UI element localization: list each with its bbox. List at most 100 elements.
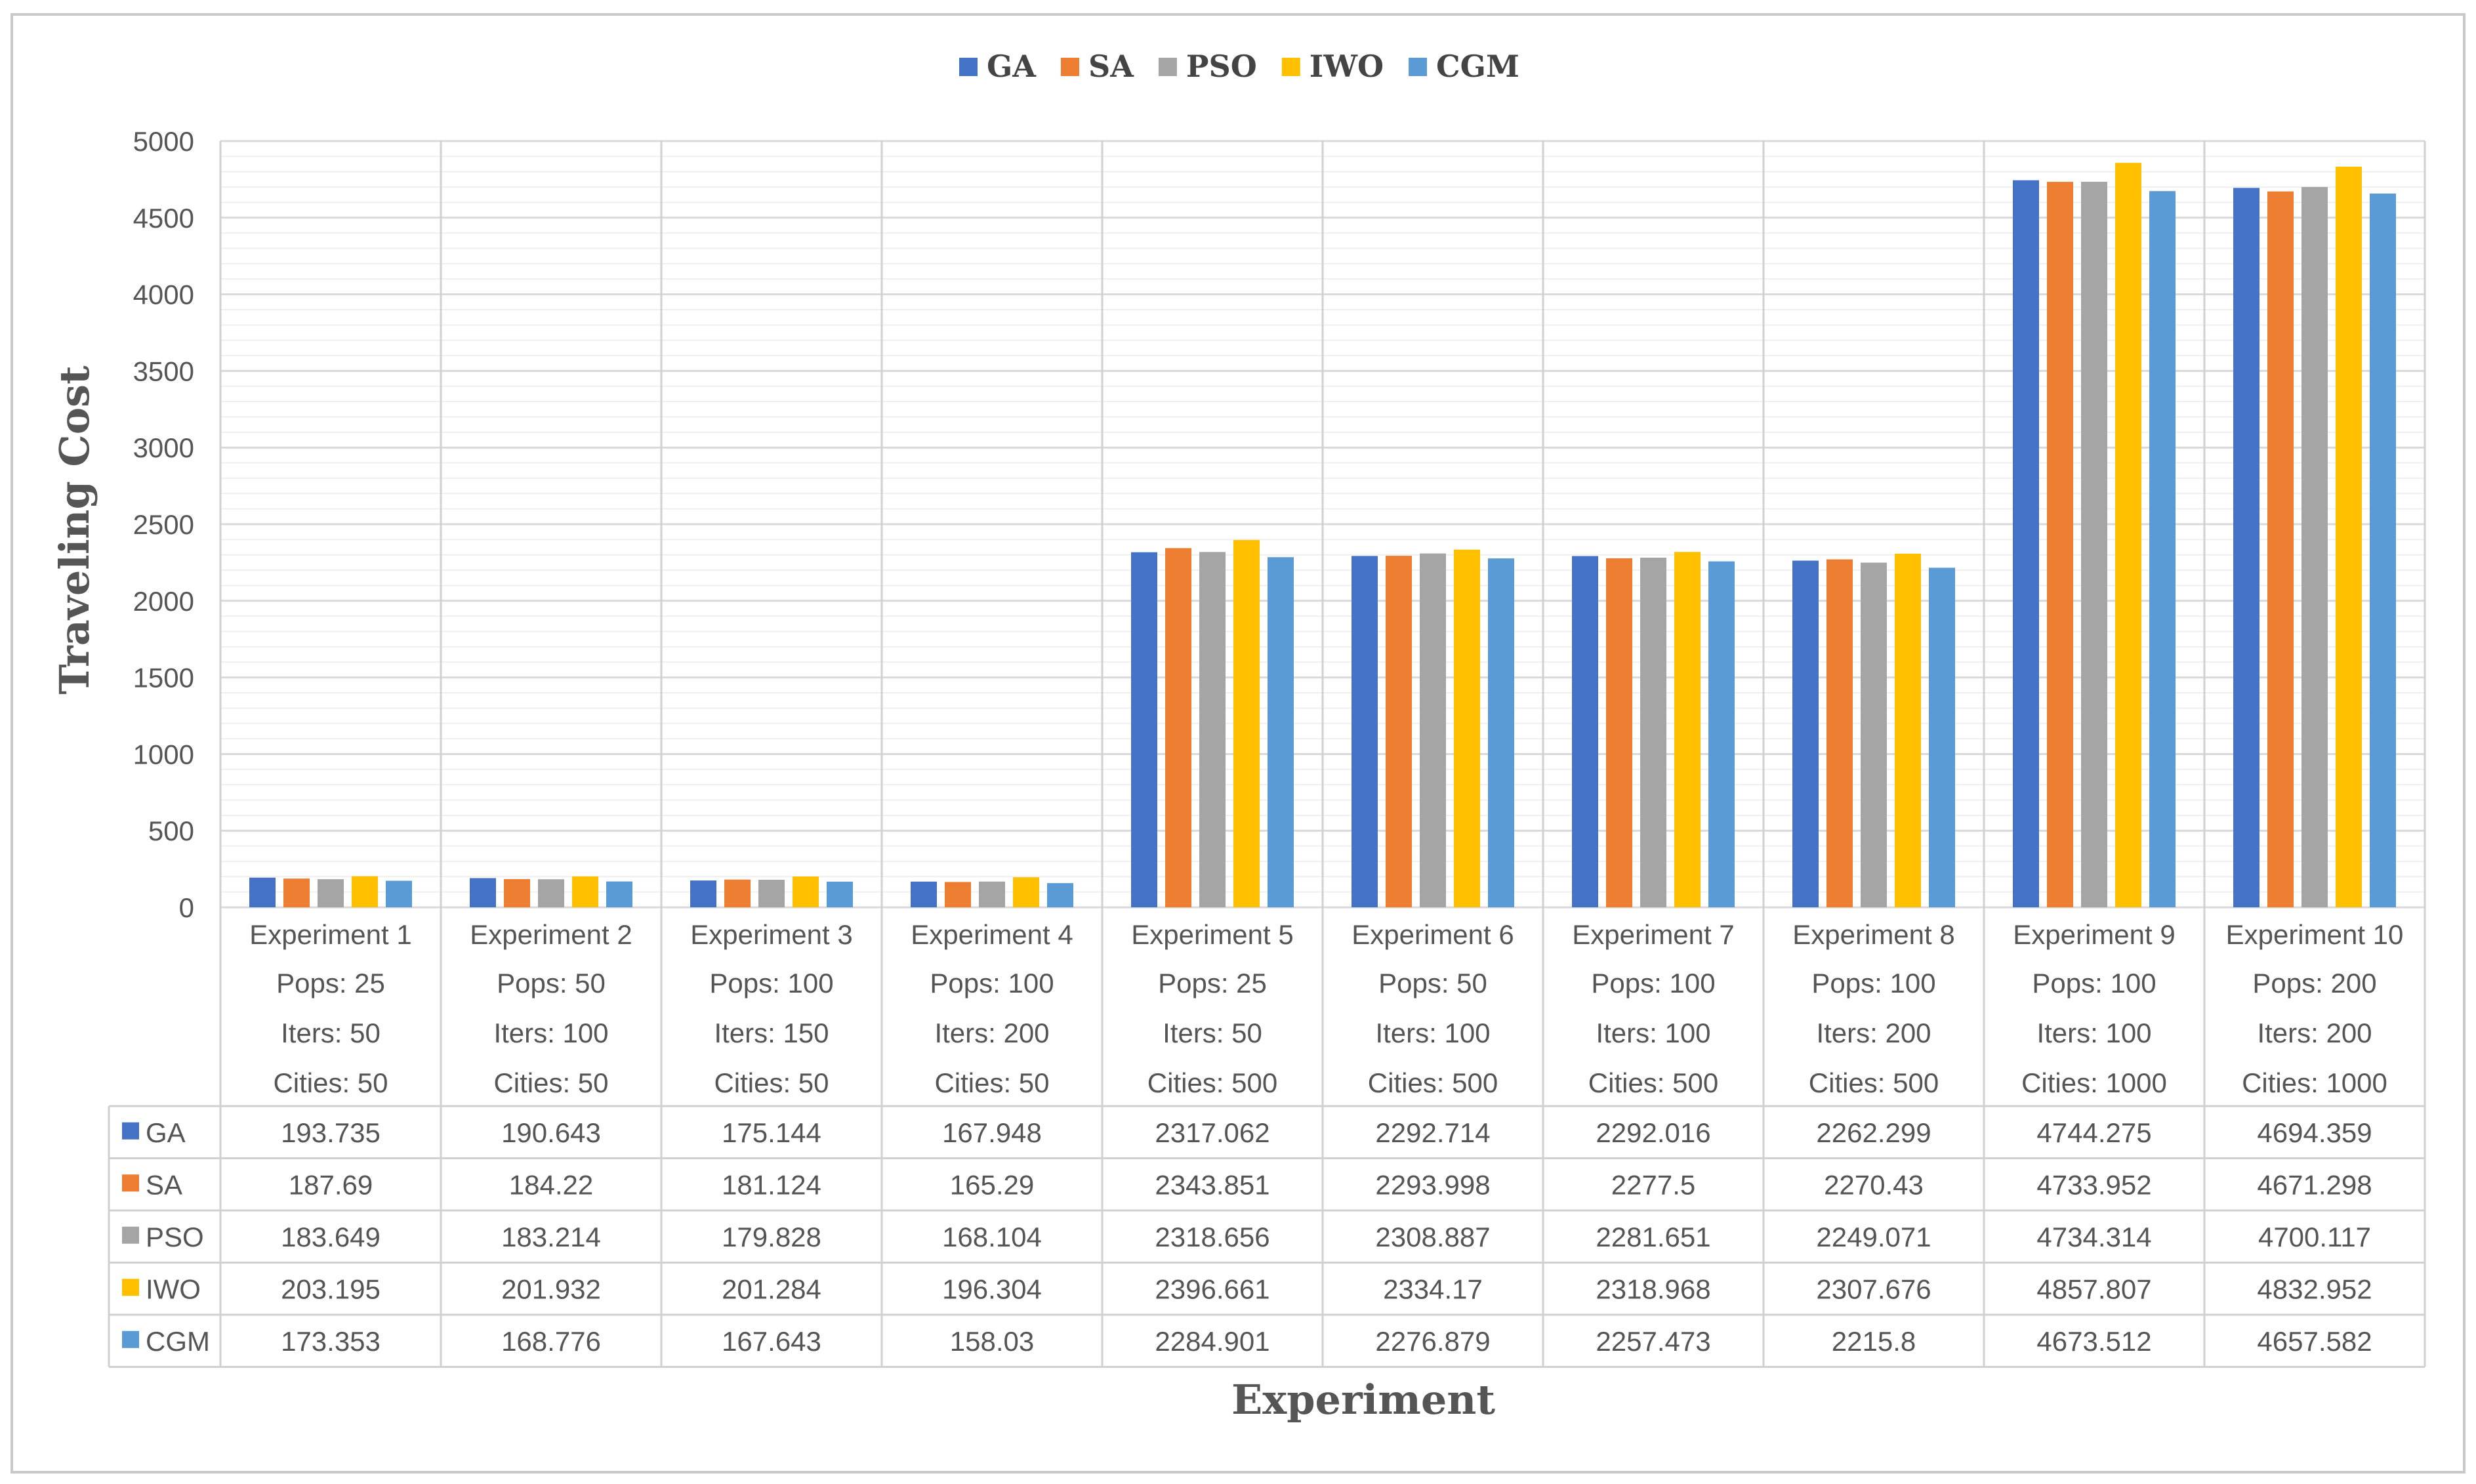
table-cell: 2249.071 <box>1816 1222 1931 1252</box>
bar-cgm-exp10 <box>2370 193 2396 908</box>
table-legend-key-sa <box>122 1174 139 1192</box>
table-cell: 2277.5 <box>1611 1169 1695 1200</box>
category-label-pops: Pops: 50 <box>1378 968 1487 999</box>
table-cell: 2276.879 <box>1375 1326 1490 1357</box>
table-cell: 196.304 <box>942 1273 1042 1304</box>
table-cell: 2317.062 <box>1155 1117 1269 1148</box>
bar-iwo-exp7 <box>1674 552 1701 907</box>
table-row-label: SA <box>146 1169 182 1200</box>
legend-swatch-ga <box>959 58 978 76</box>
bar-ga-exp6 <box>1351 556 1378 907</box>
category-label-name: Experiment 6 <box>1351 919 1514 950</box>
y-tick-label: 0 <box>179 892 194 923</box>
bar-pso-exp2 <box>538 879 564 907</box>
legend-swatch-pso <box>1158 58 1177 76</box>
y-tick-label: 3500 <box>133 356 194 386</box>
table-row-label: CGM <box>146 1326 210 1357</box>
table-cell: 2396.661 <box>1155 1273 1269 1304</box>
table-cell: 165.29 <box>950 1169 1034 1200</box>
y-tick-label: 3000 <box>133 432 194 463</box>
table-cell: 187.69 <box>289 1169 373 1200</box>
y-tick-label: 5000 <box>133 126 194 157</box>
bar-ga-exp2 <box>470 878 496 907</box>
table-cell: 203.195 <box>281 1273 381 1304</box>
table-cell: 4657.582 <box>2257 1326 2372 1357</box>
table-cell: 183.649 <box>281 1222 381 1252</box>
data-table: GA 193.735 190.643 175.144 167.948 2317.062 22… <box>108 1105 2426 1368</box>
bar-iwo-exp1 <box>352 876 378 907</box>
bar-cgm-exp5 <box>1268 557 1294 907</box>
table-cell: 2284.901 <box>1155 1326 1269 1357</box>
bar-iwo-exp6 <box>1454 549 1480 907</box>
table-legend-key-ga <box>122 1122 139 1140</box>
bar-pso-exp6 <box>1420 553 1446 907</box>
bar-pso-exp3 <box>758 879 785 907</box>
bar-ga-exp9 <box>2013 180 2039 908</box>
bar-sa-exp2 <box>504 878 530 907</box>
table-cell: 4671.298 <box>2257 1169 2372 1200</box>
bar-sa-exp1 <box>283 878 310 907</box>
bar-pso-exp1 <box>318 879 344 907</box>
bar-iwo-exp9 <box>2115 163 2141 907</box>
table-cell: 193.735 <box>281 1117 381 1148</box>
category-label-cities: Cities: 50 <box>493 1067 608 1098</box>
category-label-name: Experiment 3 <box>690 919 852 950</box>
table-cell: 4832.952 <box>2257 1273 2372 1304</box>
table-cell: 2334.17 <box>1383 1273 1483 1304</box>
bar-sa-exp3 <box>724 879 751 907</box>
bar-ga-exp10 <box>2233 188 2259 908</box>
table-cell: 2318.656 <box>1155 1222 1269 1252</box>
bar-ga-exp4 <box>911 881 937 907</box>
bar-sa-exp5 <box>1165 548 1191 907</box>
bar-cgm-exp6 <box>1488 558 1514 907</box>
table-cell: 167.948 <box>942 1117 1042 1148</box>
legend-label-ga: GA <box>987 49 1037 84</box>
table-cell: 168.776 <box>501 1326 601 1357</box>
legend: GA SA PSO IWO CGM <box>959 49 1519 84</box>
bar-iwo-exp5 <box>1233 540 1260 907</box>
bar-pso-exp9 <box>2081 182 2107 908</box>
category-label-iters: Iters: 150 <box>714 1018 829 1048</box>
x-axis-title: Experiment <box>1231 1376 1495 1424</box>
bar-sa-exp8 <box>1826 559 1853 907</box>
table-cell: 184.22 <box>509 1169 593 1200</box>
legend-label-sa: SA <box>1088 49 1134 84</box>
table-cell: 175.144 <box>722 1117 821 1148</box>
table-cell: 4700.117 <box>2258 1222 2371 1252</box>
bar-ga-exp1 <box>249 877 276 907</box>
bar-pso-exp10 <box>2301 187 2328 907</box>
table-cell: 2292.016 <box>1596 1117 1710 1148</box>
bar-cgm-exp9 <box>2149 191 2176 908</box>
y-tick-label: 1000 <box>133 739 194 770</box>
table-cell: 190.643 <box>501 1117 601 1148</box>
table-cell: 2262.299 <box>1816 1117 1931 1148</box>
table-cell: 2343.851 <box>1155 1169 1269 1200</box>
category-label-pops: Pops: 200 <box>2252 968 2376 999</box>
table-cell: 2215.8 <box>1832 1326 1916 1357</box>
legend-swatch-cgm <box>1409 58 1428 76</box>
table-row-label: IWO <box>146 1273 201 1304</box>
category-label-iters: Iters: 200 <box>1816 1018 1931 1048</box>
category-label-cities: Cities: 1000 <box>2242 1067 2387 1098</box>
category-label-name: Experiment 4 <box>911 919 1073 950</box>
table-cell: 173.353 <box>281 1326 381 1357</box>
category-label-iters: Iters: 200 <box>934 1018 1049 1048</box>
category-label-pops: Pops: 25 <box>276 968 385 999</box>
bar-sa-exp4 <box>945 882 971 907</box>
bar-ga-exp8 <box>1792 560 1819 907</box>
table-cell: 201.932 <box>501 1273 601 1304</box>
category-label-cities: Cities: 50 <box>714 1067 829 1098</box>
bar-cgm-exp7 <box>1708 561 1735 907</box>
category-label-cities: Cities: 50 <box>273 1067 388 1098</box>
table-cell: 2270.43 <box>1824 1169 1924 1200</box>
category-label-cities: Cities: 1000 <box>2021 1067 2167 1098</box>
category-label-name: Experiment 9 <box>2013 919 2175 950</box>
table-cell: 201.284 <box>722 1273 821 1304</box>
category-label-pops: Pops: 25 <box>1158 968 1267 999</box>
y-axis-title: Traveling Cost <box>51 365 98 695</box>
table-cell: 167.643 <box>722 1326 821 1357</box>
bar-sa-exp6 <box>1386 556 1412 907</box>
legend-label-pso: PSO <box>1186 49 1257 84</box>
legend-label-cgm: CGM <box>1436 49 1519 84</box>
